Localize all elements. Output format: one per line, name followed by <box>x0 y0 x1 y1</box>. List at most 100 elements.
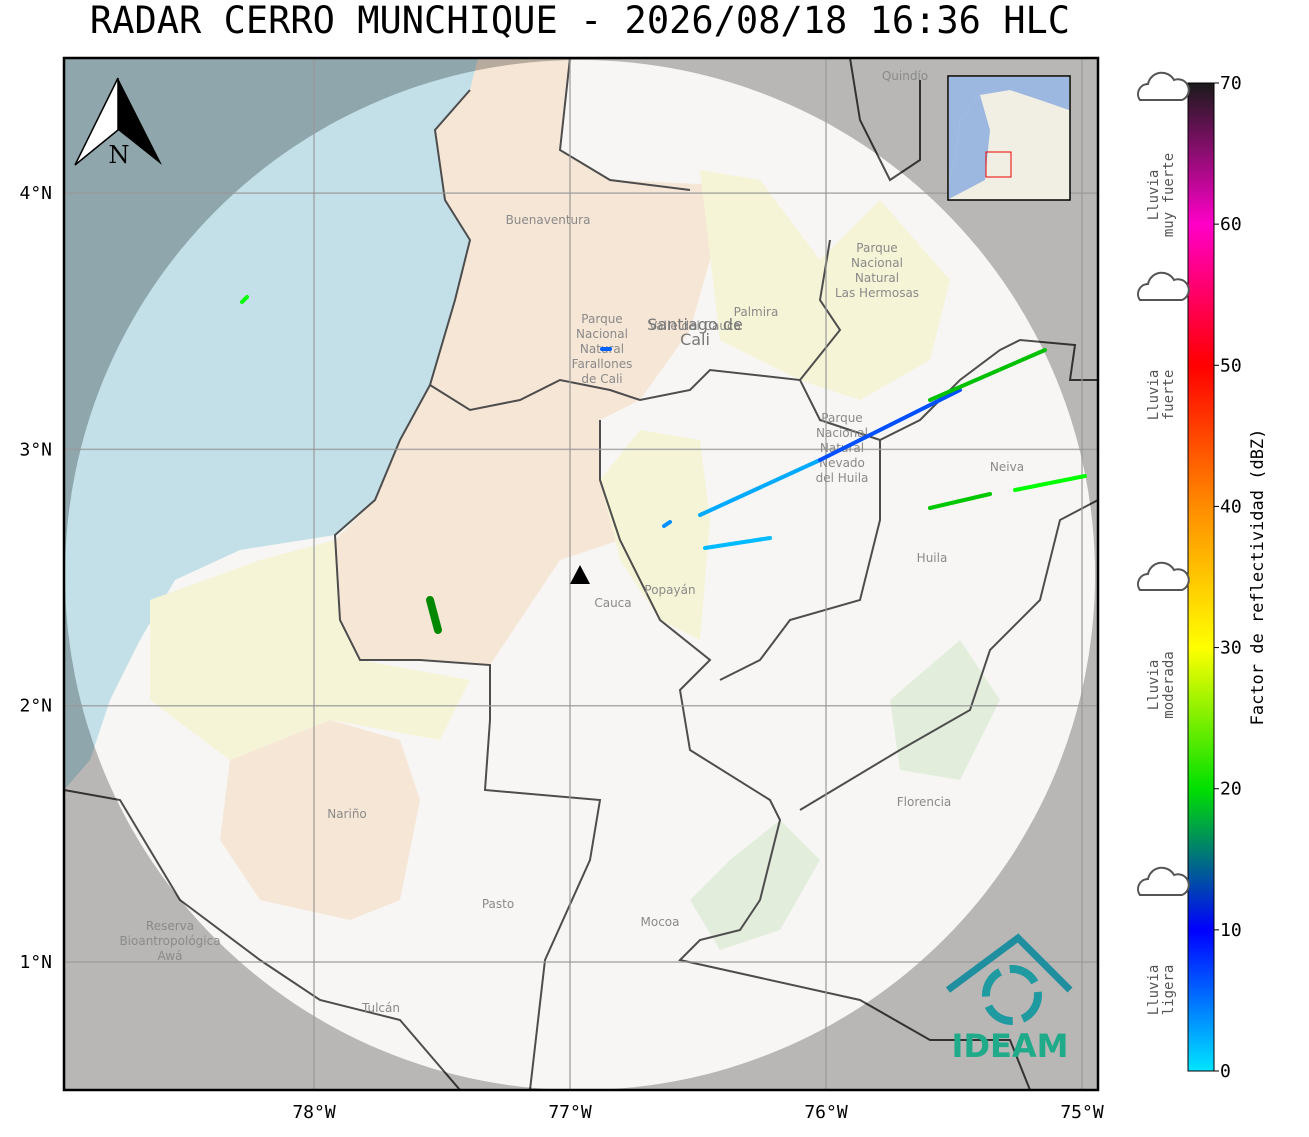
rain-level-line: Lluvia <box>1146 965 1162 1016</box>
place-label: Reserva Bioantropológica Awá <box>119 919 220 963</box>
lat-tick-label: 2°N <box>19 696 52 717</box>
place-label-line: Tulcán <box>361 1001 400 1015</box>
inset-map <box>947 75 1071 201</box>
cloud-icon <box>1137 71 1190 101</box>
place-label-line: Santiago de <box>647 315 743 334</box>
border <box>558 58 691 191</box>
place-label: Quindío <box>882 69 928 83</box>
logo-swirl <box>982 965 1042 1025</box>
place-label: Cauca <box>594 596 631 610</box>
place-label-line: Parque <box>856 241 897 255</box>
rain-levels: Lluviamuy fuerteLluviafuerteLluviamodera… <box>1137 71 1190 1016</box>
place-label: Neiva <box>990 460 1024 474</box>
rain-level-line: Lluvia <box>1146 660 1162 711</box>
region-valle <box>700 170 950 400</box>
place-label: Parque Nacional Natural Las Hermosas <box>835 241 919 300</box>
colorbar-axis: 0 10 20 30 40 50 60 70 Factor de reflectividad (… <box>1214 73 1268 1082</box>
colorbar-tick-label: 20 <box>1220 779 1242 800</box>
north-label: N <box>109 141 130 169</box>
border <box>849 58 921 182</box>
place-label-line: Popayán <box>644 583 695 597</box>
place-label-line: Nacional <box>816 426 868 440</box>
lon-tick-label: 77°W <box>548 1102 592 1123</box>
colorbar-tick-label: 30 <box>1220 638 1242 659</box>
place-label-line: Mocoa <box>641 915 680 929</box>
place-label-line: Farallones <box>572 357 633 371</box>
border <box>429 338 1098 442</box>
inset-extent <box>985 151 1012 178</box>
north-arrow: N <box>74 77 162 169</box>
north-arrow-right <box>118 78 162 165</box>
place-label-line: Natural <box>855 271 899 285</box>
border <box>799 239 842 381</box>
rain-level-label: Lluvialigera <box>1146 965 1177 1016</box>
place-label: Nariño <box>327 807 367 821</box>
forest <box>690 820 820 950</box>
lat-tick-label: 4°N <box>19 183 52 204</box>
ocean <box>64 58 478 790</box>
place-label-line: Quindío <box>882 69 928 83</box>
place-label-line: Nacional <box>576 327 628 341</box>
rain-level-line: moderada <box>1161 651 1177 718</box>
echo <box>698 458 822 517</box>
map-frame <box>62 56 1100 1092</box>
logo-roof <box>945 933 1073 993</box>
place-label-line: Parque <box>821 411 862 425</box>
place-label: Mocoa <box>641 915 680 929</box>
place-label-line: de Cali <box>581 372 622 386</box>
echo <box>818 388 962 462</box>
inset-sea <box>949 77 1069 180</box>
place-label-line: Las Hermosas <box>835 286 919 300</box>
colorbar-tick-label: 10 <box>1220 920 1242 941</box>
echo <box>426 596 442 634</box>
region-cauca-coast <box>335 58 720 665</box>
place-label: Valle del Cauca <box>649 319 741 333</box>
title: RADAR CERRO MUNCHIQUE - 2026/08/18 16:36… <box>90 0 1070 42</box>
rain-level-line: muy fuerte <box>1161 153 1177 237</box>
colorbar <box>1187 82 1215 1072</box>
rain-level-label: Lluviamuy fuerte <box>1146 153 1177 237</box>
colorbar-label: Factor de reflectividad (dBZ) <box>1248 429 1268 726</box>
lon-tick-label: 76°W <box>804 1102 848 1123</box>
echo <box>928 348 1047 402</box>
radar-echoes <box>240 295 1087 634</box>
rain-level-line: Lluvia <box>1146 170 1162 221</box>
colorbar-tick-label: 60 <box>1220 214 1242 235</box>
lat-tick-label: 1°N <box>19 952 52 973</box>
rain-level-line: Lluvia <box>1146 370 1162 421</box>
place-label: Buenaventura <box>506 213 591 227</box>
rain-level-label: Lluviafuerte <box>1146 370 1177 421</box>
rain-level: Lluviamoderada <box>1137 561 1190 719</box>
region-narino <box>220 720 420 920</box>
place-label-line: Bioantropológica <box>119 934 220 948</box>
border <box>799 499 1098 811</box>
place-label-line: Awá <box>158 949 183 963</box>
rain-level: Lluviafuerte <box>1137 271 1190 421</box>
place-label: Florencia <box>897 795 952 809</box>
border <box>333 89 602 1090</box>
place-label: Palmira <box>734 305 779 319</box>
place-label-line: del Huila <box>816 471 869 485</box>
forest <box>890 640 1000 780</box>
place-label-line: Huila <box>917 551 948 565</box>
border <box>64 789 461 1090</box>
rain-level: Lluviamuy fuerte <box>1137 71 1190 237</box>
rain-level-line: fuerte <box>1161 370 1177 421</box>
echo <box>1013 474 1087 492</box>
axes: 4°N 3°N 2°N 1°N 78°W 77°W 76°W 75°W <box>19 183 1103 1123</box>
inset-pacific <box>949 95 990 199</box>
border <box>719 440 881 681</box>
echo <box>240 295 249 304</box>
place-label-line: Valle del Cauca <box>649 319 741 333</box>
colorbar-tick-label: 70 <box>1220 73 1242 94</box>
region-cauca-yellow <box>600 430 710 640</box>
cloud-icon <box>1137 561 1190 591</box>
place-label-line: Florencia <box>897 795 952 809</box>
lon-tick-label: 78°W <box>292 1102 336 1123</box>
echo <box>703 536 772 550</box>
place-label-line: Palmira <box>734 305 779 319</box>
place-label-line: Nevado <box>819 456 865 470</box>
place-label: ParqueNacionalNaturalFarallonesde Cali <box>572 312 633 386</box>
place-label: Santiago de Cali <box>647 315 743 349</box>
